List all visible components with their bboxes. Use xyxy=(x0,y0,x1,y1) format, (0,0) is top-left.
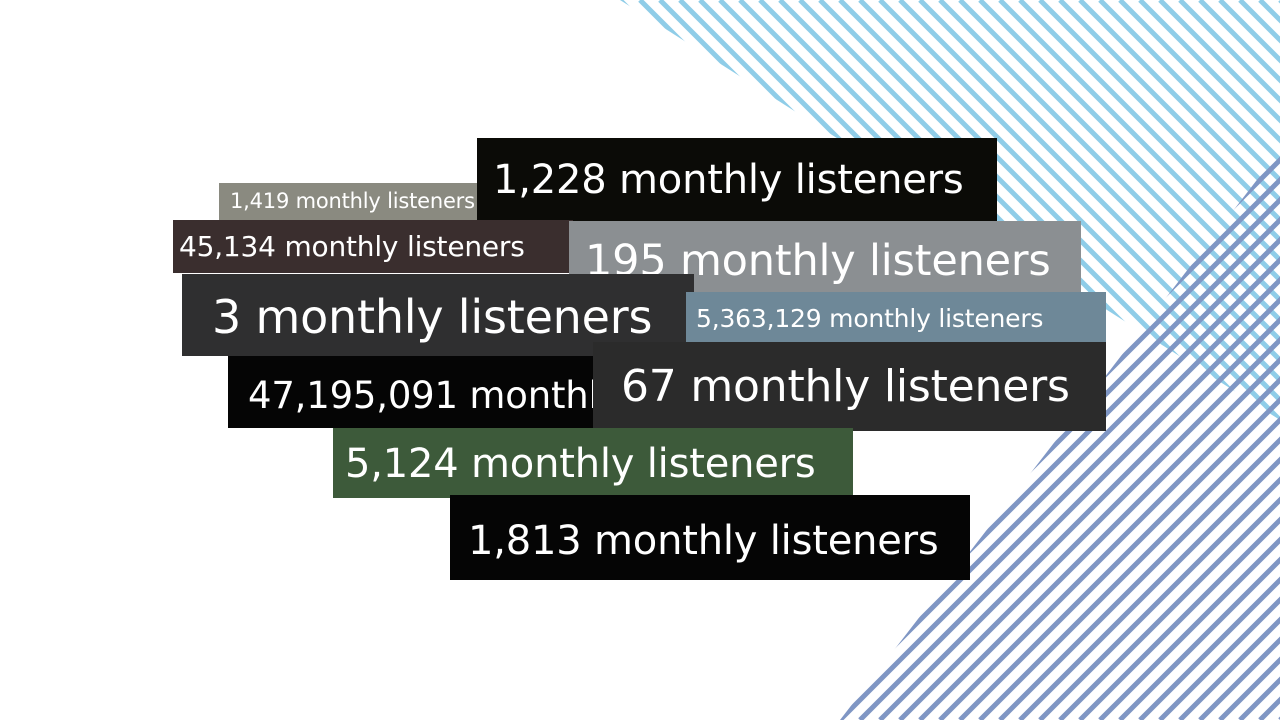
stripe-line xyxy=(958,150,1280,720)
stripe-line xyxy=(840,150,1280,720)
stripe-line xyxy=(1138,150,1280,720)
stripe-line xyxy=(1098,0,1280,420)
listener-clip-67: 67 monthly listeners xyxy=(593,342,1106,431)
listener-count-text: 5,363,129 monthly listeners xyxy=(696,304,1044,333)
stripe-line xyxy=(978,150,1280,720)
stripe-line xyxy=(958,0,1280,420)
listener-clip-47195091: 47,195,091 monthly xyxy=(228,356,598,428)
stripe-line xyxy=(1058,0,1280,420)
stripe-line xyxy=(1018,0,1280,420)
listener-clip-45134: 45,134 monthly listeners xyxy=(173,220,573,273)
stripe-line xyxy=(858,150,1280,720)
listener-count-text: 1,813 monthly listeners xyxy=(468,518,939,564)
listener-count-text: 5,124 monthly listeners xyxy=(345,441,816,487)
stripe-line xyxy=(1118,150,1280,720)
stripe-line xyxy=(1118,0,1280,420)
stripe-line xyxy=(898,150,1280,720)
stripe-line xyxy=(1038,0,1280,420)
listener-count-text: 1,419 monthly listeners xyxy=(230,189,475,213)
stripe-line xyxy=(1038,150,1280,720)
stripe-line xyxy=(878,150,1280,720)
stripe-line xyxy=(918,0,1280,420)
listener-clip-1813: 1,813 monthly listeners xyxy=(450,495,970,580)
stripe-line xyxy=(1018,150,1280,720)
stripe-line xyxy=(1138,0,1280,420)
stripe-line xyxy=(998,150,1280,720)
listener-clip-5124: 5,124 monthly listeners xyxy=(333,428,853,498)
listener-clip-1228: 1,228 monthly listeners xyxy=(477,138,997,222)
listener-count-text: 67 monthly listeners xyxy=(621,361,1070,412)
stripe-line xyxy=(1078,150,1280,720)
stripe-line xyxy=(938,150,1280,720)
listener-count-text: 1,228 monthly listeners xyxy=(493,157,964,203)
stripe-line xyxy=(1078,0,1280,420)
listener-clip-5363129: 5,363,129 monthly listeners xyxy=(686,292,1106,342)
stripe-line xyxy=(840,150,1280,720)
stripe-line xyxy=(1058,150,1280,720)
stripe-line xyxy=(1098,150,1280,720)
stripe-line xyxy=(918,150,1280,720)
listener-count-text: 45,134 monthly listeners xyxy=(179,230,525,263)
stripe-line xyxy=(998,0,1280,420)
listener-count-text: 47,195,091 monthly xyxy=(248,374,598,417)
listener-clip-1419: 1,419 monthly listeners xyxy=(219,183,481,220)
stripe-line xyxy=(938,0,1280,420)
stripe-line xyxy=(978,0,1280,420)
listener-count-text: 3 monthly listeners xyxy=(212,290,653,344)
